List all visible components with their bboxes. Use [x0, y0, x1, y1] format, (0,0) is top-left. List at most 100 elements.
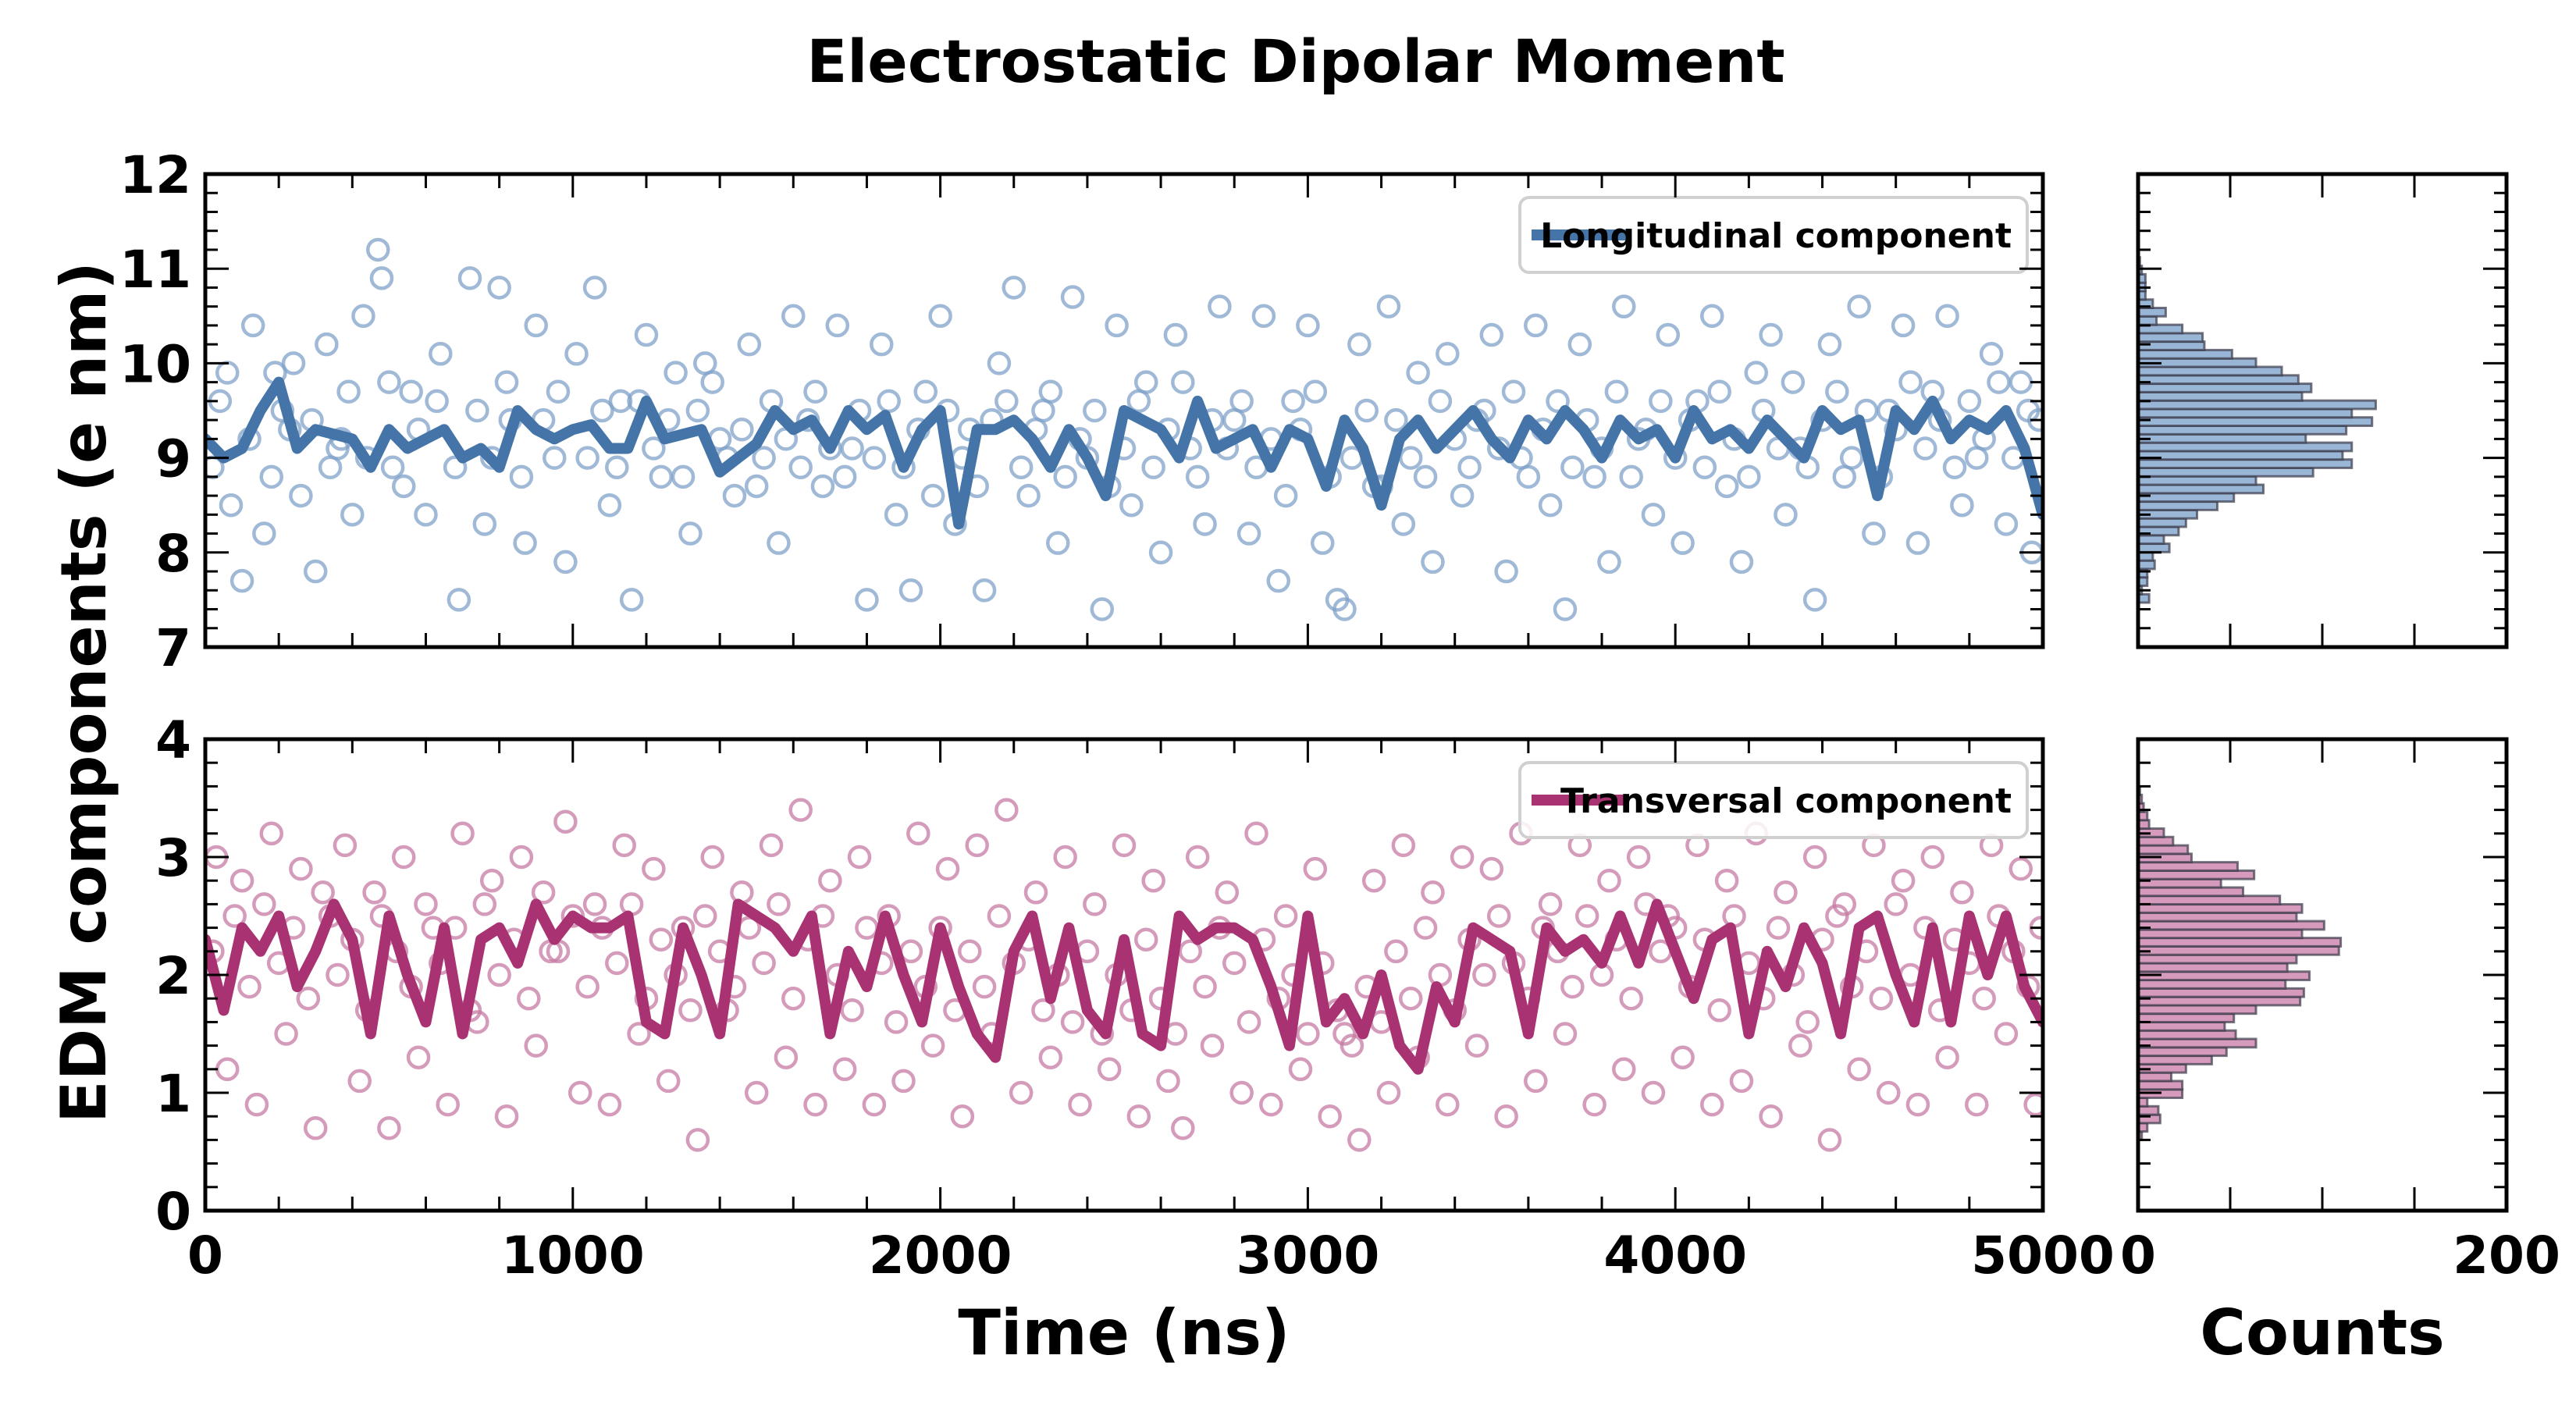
scatter-point — [274, 1022, 298, 1046]
scatter-point — [1421, 550, 1445, 574]
scatter-point — [366, 237, 390, 262]
scatter-point — [759, 833, 784, 858]
scatter-point — [1251, 304, 1276, 329]
scatter-point — [1046, 531, 1070, 555]
scatter-point — [1060, 1010, 1085, 1034]
bottom-histogram-frame — [2136, 737, 2509, 1213]
scatter-point — [560, 904, 585, 928]
bottom-timeseries-ytick-label: 1 — [155, 1064, 191, 1124]
scatter-point — [531, 880, 556, 905]
histogram-bar — [2137, 1071, 2172, 1083]
scatter-point — [810, 474, 835, 499]
scatter-point — [1332, 1022, 1357, 1046]
scatter-point — [825, 313, 850, 338]
scatter-point — [920, 1033, 945, 1058]
x-axis-title-counts: Counts — [2200, 1297, 2444, 1369]
top-histogram-frame — [2136, 172, 2509, 649]
histogram-bar — [2137, 542, 2171, 553]
histogram-bar — [2137, 332, 2204, 343]
scatter-point — [575, 974, 600, 999]
scatter-point — [1913, 436, 1937, 461]
scatter-point — [965, 833, 989, 858]
histogram-bar — [2137, 534, 2165, 546]
scatter-point — [336, 379, 361, 404]
scatter-point — [219, 493, 244, 518]
scatter-point — [1133, 927, 1158, 951]
scatter-point — [2016, 398, 2041, 423]
histogram-bar — [2137, 903, 2304, 914]
scatter-point — [391, 845, 416, 870]
scatter-point — [333, 833, 358, 858]
scatter-point — [1641, 503, 1666, 527]
scatter-point — [237, 974, 262, 999]
scatter-point — [229, 568, 254, 593]
histogram-bar — [2137, 374, 2300, 386]
scatter-point — [1612, 294, 1636, 318]
scatter-point — [1524, 313, 1548, 338]
scatter-point — [509, 464, 534, 489]
scatter-point — [781, 304, 806, 329]
scatter-point — [847, 845, 872, 870]
scatter-point — [1119, 493, 1144, 518]
histogram-bar — [2137, 450, 2344, 461]
histogram-bar — [2137, 861, 2239, 872]
scatter-point — [1744, 361, 1769, 385]
scatter-point — [767, 531, 791, 555]
scatter-point — [700, 370, 724, 394]
scatter-point — [1229, 1080, 1254, 1105]
scatter-point — [1714, 868, 1739, 893]
y-axis-title: EDM components (e nm) — [48, 261, 120, 1123]
scatter-point — [832, 464, 857, 489]
histogram-bar — [2137, 382, 2313, 393]
scatter-point — [1398, 986, 1423, 1011]
scatter-point — [1965, 1092, 1989, 1117]
scatter-point — [1479, 322, 1504, 347]
scatter-point — [1171, 1116, 1195, 1140]
scatter-point — [1068, 1092, 1092, 1117]
scatter-point — [377, 370, 401, 394]
scatter-point — [767, 892, 791, 916]
scatter-point — [1002, 276, 1026, 300]
scatter-point — [1994, 1022, 2019, 1046]
scatter-point — [252, 892, 276, 916]
scatter-point — [1825, 379, 1849, 404]
scatter-point — [1457, 455, 1482, 479]
scatter-point — [1905, 531, 1930, 555]
scatter-point — [1538, 493, 1563, 518]
scatter-point — [1391, 512, 1416, 536]
bottom-timeseries-plot: Transversal component — [205, 761, 2043, 1152]
scatter-point — [1670, 531, 1695, 555]
x-tick-label: 0 — [187, 1225, 223, 1286]
legend-label: Transversal component — [1560, 781, 2012, 821]
scatter-point — [693, 904, 717, 928]
scatter-point — [1361, 868, 1386, 893]
scatter-point — [1619, 464, 1643, 489]
hist-x-tick-label: 200 — [2453, 1225, 2560, 1286]
histogram-bar — [2137, 407, 2354, 419]
scatter-point — [1236, 521, 1261, 546]
scatter-point — [1259, 1092, 1283, 1117]
histogram-bar — [2137, 399, 2377, 411]
scatter-point — [1193, 974, 1217, 999]
x-tick-label: 3000 — [1236, 1225, 1380, 1286]
scatter-point — [1957, 389, 1982, 414]
scatter-point — [678, 521, 703, 546]
scatter-point — [1817, 332, 1842, 357]
scatter-point — [450, 821, 475, 846]
scatter-point — [414, 892, 438, 916]
scatter-point — [906, 821, 930, 846]
scatter-point — [1273, 904, 1298, 928]
scatter-point — [1450, 483, 1475, 508]
scatter-point — [597, 493, 622, 518]
scatter-point — [1597, 550, 1621, 574]
scatter-point — [855, 588, 879, 612]
scatter-point — [1994, 512, 2019, 536]
scatter-point — [1171, 370, 1195, 394]
scatter-point — [597, 1092, 622, 1117]
scatter-point — [840, 436, 864, 461]
scatter-point — [1979, 342, 2004, 366]
scatter-point — [553, 550, 578, 574]
scatter-point — [1273, 483, 1298, 508]
histogram-bar — [2137, 1080, 2184, 1091]
scatter-point — [1340, 1033, 1364, 1058]
